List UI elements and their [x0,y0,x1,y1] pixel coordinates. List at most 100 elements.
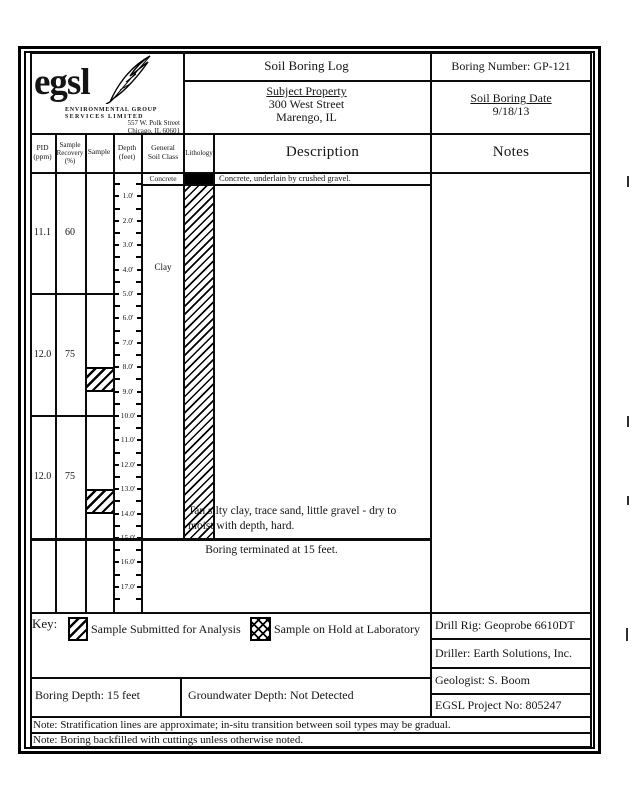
notes-cell [430,172,592,612]
table-border-line [30,732,592,734]
depth-tick-label-row: 17.0' [115,582,141,592]
logo-address-line2: Chicago, IL 60601 [127,126,180,135]
depth-tick-label: 16.0' [120,557,136,567]
depth-tick-label-row: 13.0' [115,484,141,494]
recovery-value: 60 [65,227,75,238]
table-border-line [30,612,592,614]
property-city: Marengo, IL [276,110,337,124]
key-label: Key: [32,616,58,631]
depth-half-tick [115,354,141,356]
depth-tick-label: 5.0' [122,289,134,298]
depth-half-tick [115,451,141,454]
depth-half-tick [115,500,141,503]
table-border-line [30,746,592,748]
depth-half-tick [115,598,141,600]
depth-tick-label: 13.0' [120,484,136,494]
table-border-line [30,52,592,54]
depth-tick-label: 9.0' [122,386,134,396]
recovery-value: 75 [65,348,75,360]
col-header-description: Description [285,144,360,160]
depth-ruler: 1.0' 2.0' 3.0' 4.0' 5.0' 6.0' 7.0' 8.0' 9.0' 10.0… [115,172,141,612]
depth-tick-label-row: 16.0' [115,557,141,567]
depth-half-tick [115,280,141,283]
depth-tick-label: 11.0' [120,435,136,445]
summary-groundwater-depth: Groundwater Depth: Not Detected [188,688,354,702]
quill-icon [105,55,151,104]
depth-half-tick [115,549,141,552]
scan-artifact [626,628,628,641]
description-concrete: Concrete, underlain by crushed gravel. [219,173,351,183]
table-border-line [180,677,182,716]
depth-tick-label: 17.0' [120,581,136,591]
depth-tick-label: 1.0' [122,191,134,201]
table-border-line [30,133,592,135]
table-border-line [430,52,432,716]
depth-tick-label-row: 11.0' [115,435,141,445]
summary-project-no: EGSL Project No: 805247 [435,698,562,712]
logo-wordmark: egsl [34,62,91,103]
summary-driller: Driller: Earth Solutions, Inc. [435,646,572,660]
sample-box-1 [85,367,115,392]
lithology-concrete-bar [183,172,215,185]
depth-tick-label: 8.0' [122,362,134,372]
depth-tick-label: 3.0' [122,240,134,250]
depth-tick-label-row: 10.0' [115,411,141,421]
boring-log-table: egsl ENVIRONMENTAL GROUP SERVICES LIMITE… [30,52,592,748]
col-header-sample: Sample [87,147,111,157]
recovery-value: 75 [65,471,75,482]
logo-cell: egsl ENVIRONMENTAL GROUP SERVICES LIMITE… [32,54,181,134]
depth-tick-label: 6.0' [122,313,134,323]
depth-half-tick [115,573,141,576]
col-header-notes: Notes [492,144,530,160]
table-border-line [113,133,115,612]
table-border-line [141,133,143,612]
table-border-line [590,52,592,748]
table-border-line [430,693,592,695]
table-border-line [430,667,592,669]
table-border-line [30,415,114,417]
depth-half-tick [115,305,141,308]
depth-half-tick [115,427,141,430]
key-item-analysis-label: Sample Submitted for Analysis [91,622,241,636]
table-border-line [183,52,185,540]
summary-drill-rig: Drill Rig: Geoprobe 6610DT [435,618,575,632]
key-item-hold-label: Sample on Hold at Laboratory [274,622,420,636]
boring-date-label: Soil Boring Date [470,91,552,105]
depth-tick-label-row: 14.0' [115,509,141,519]
col-header-lithology: Lithology [185,148,213,157]
footnote-2: Note: Boring backfilled with cuttings un… [33,734,304,746]
table-border-line [213,133,215,540]
logo-address-line1: 557 W. Polk Street [127,119,180,127]
property-street: 300 West Street [268,97,345,111]
depth-tick-label-row: 2.0' [115,216,141,226]
depth-tick-label: 2.0' [122,215,134,225]
footnote-1: Note: Stratification lines are approxima… [33,719,451,731]
depth-tick-label: 4.0' [122,264,134,274]
depth-half-tick [115,402,141,405]
table-border-line [55,133,57,612]
lithology-clay-hatch [184,185,214,538]
table-border-line [30,52,32,748]
depth-half-tick [115,378,141,381]
key-swatch-hold [250,617,271,641]
depth-tick-label-row: 3.0' [115,240,141,250]
scan-artifact [627,176,629,187]
depth-half-tick [115,476,141,478]
pid-value: 12.0 [33,471,52,482]
col-header-soil-class: General Soil Class [147,143,179,161]
col-header-depth: Depth (feet) [117,143,137,161]
table-border-line [430,638,592,640]
logo-tagline-1: ENVIRONMENTAL GROUP [65,107,158,113]
pid-value: 11.1 [33,227,52,238]
summary-geologist: Geologist: S. Boom [435,673,531,687]
form-title: Soil Boring Log [264,58,349,73]
depth-tick-label-row: 6.0' [115,313,141,323]
table-border-line [30,538,430,541]
depth-tick-label: 14.0' [120,508,136,518]
table-border-line [30,293,114,295]
table-border-line [30,716,592,718]
page-border-outer [18,46,601,754]
boring-date-value: 9/18/13 [492,104,530,118]
depth-tick-label-row: 9.0' [115,387,141,397]
depth-tick-label-row: 1.0' [115,191,141,201]
